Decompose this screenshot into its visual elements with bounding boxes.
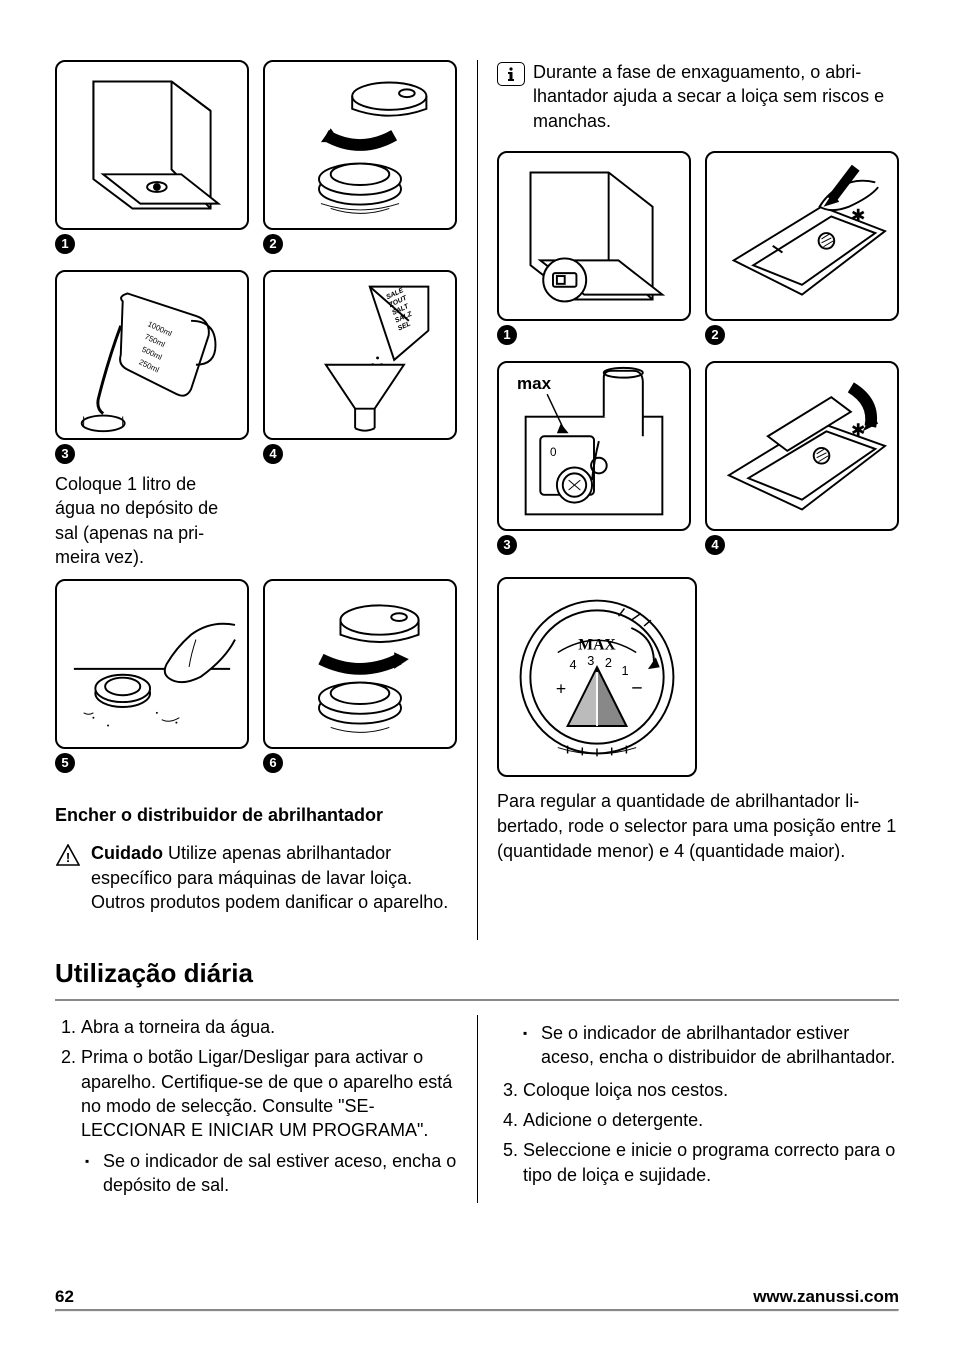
rinse-step-number-3: 3 <box>497 535 517 555</box>
svg-text:+: + <box>556 679 566 699</box>
daily-left: Abra a torneira da água. Prima o botão L… <box>55 1015 477 1203</box>
page-number: 62 <box>55 1286 74 1309</box>
illus-unscrew-cap <box>263 60 457 230</box>
rinse-step-2: ✱ 2 <box>705 151 899 351</box>
daily-item-2: Prima o botão Ligar/Desligar para activa… <box>81 1045 457 1197</box>
daily-sub-salt: Se o indicador de sal estiver aceso, en­… <box>103 1149 457 1198</box>
max-label: max <box>517 373 551 396</box>
illus-wipe-spill <box>55 579 249 749</box>
svg-text:✱: ✱ <box>851 420 866 440</box>
step-4: SALE ZOUT SALT SALZ SEL <box>263 270 457 569</box>
step-5: 5 <box>55 579 249 779</box>
caution-label: Cuidado <box>91 843 163 863</box>
step-number-5: 5 <box>55 753 75 773</box>
caution-note: ! Cuidado Utilize apenas abrilhantador e… <box>55 841 457 914</box>
illus-press-open: ✱ <box>705 151 899 321</box>
warning-icon: ! <box>55 843 81 867</box>
rinse-step-1: 1 <box>497 151 691 351</box>
daily-item-5: Seleccione e inicie o programa correcto … <box>523 1138 899 1187</box>
illus-close-lid: ✱ <box>705 361 899 531</box>
rinse-step-3: max 0 <box>497 361 691 561</box>
daily-item-1: Abra a torneira da água. <box>81 1015 457 1039</box>
rinse-step-number-2: 2 <box>705 325 725 345</box>
footer-url: www.zanussi.com <box>753 1286 899 1309</box>
illus-pour-water: 1000ml 750ml 500ml 250ml <box>55 270 249 440</box>
svg-text:3: 3 <box>587 653 594 668</box>
info-note: Durante a fase de enxaguamento, o abri­l… <box>497 60 899 133</box>
step-3: 1000ml 750ml 500ml 250ml 3 Coloque 1 lit… <box>55 270 249 569</box>
step-number-2: 2 <box>263 234 283 254</box>
step-6: 6 <box>263 579 457 779</box>
rinse-step-4: ✱ 4 <box>705 361 899 561</box>
step-number-3: 3 <box>55 444 75 464</box>
rinse-step-number-1: 1 <box>497 325 517 345</box>
step-3-caption: Coloque 1 litro de água no depósito de s… <box>55 472 235 569</box>
svg-text:1: 1 <box>622 663 629 678</box>
svg-text:4: 4 <box>570 657 577 672</box>
daily-sub-rinseaid: Se o indicador de abrilhantador estiver … <box>541 1021 899 1070</box>
info-icon <box>497 62 525 86</box>
daily-item-2-text: Prima o botão Ligar/Desligar para activa… <box>81 1047 452 1140</box>
section-heading-rinse-aid: Encher o distribuidor de abrilhantador <box>55 803 457 827</box>
illus-dishwasher-open <box>55 60 249 230</box>
svg-text:2: 2 <box>605 655 612 670</box>
left-column: 1 <box>55 60 477 940</box>
section-rule <box>55 999 899 1001</box>
illus-fill-max: max 0 <box>497 361 691 531</box>
regulate-text: Para regular a quantidade de abrilhantad… <box>497 789 899 865</box>
daily-item-3: Coloque loiça nos cestos. <box>523 1078 899 1102</box>
daily-item-4: Adicione o detergente. <box>523 1108 899 1132</box>
illus-pour-salt: SALE ZOUT SALT SALZ SEL <box>263 270 457 440</box>
svg-text:!: ! <box>66 850 70 865</box>
daily-use-heading: Utilização diária <box>55 956 899 991</box>
illus-screw-cap <box>263 579 457 749</box>
step-2: 2 <box>263 60 457 260</box>
step-number-1: 1 <box>55 234 75 254</box>
illus-dial-selector: MAX 4 3 2 1 + − <box>497 577 697 777</box>
rinse-step-number-4: 4 <box>705 535 725 555</box>
step-number-4: 4 <box>263 444 283 464</box>
daily-right: Se o indicador de abrilhantador estiver … <box>477 1015 899 1203</box>
info-text: Durante a fase de enxaguamento, o abri­l… <box>533 60 899 133</box>
step-1: 1 <box>55 60 249 260</box>
right-column: Durante a fase de enxaguamento, o abri­l… <box>477 60 899 940</box>
svg-text:0: 0 <box>550 446 557 459</box>
svg-text:−: − <box>631 678 642 700</box>
step-number-6: 6 <box>263 753 283 773</box>
svg-text:✱: ✱ <box>851 205 866 225</box>
page-footer: 62 www.zanussi.com <box>55 1284 899 1312</box>
illus-door-dispenser <box>497 151 691 321</box>
svg-text:MAX: MAX <box>578 636 616 653</box>
